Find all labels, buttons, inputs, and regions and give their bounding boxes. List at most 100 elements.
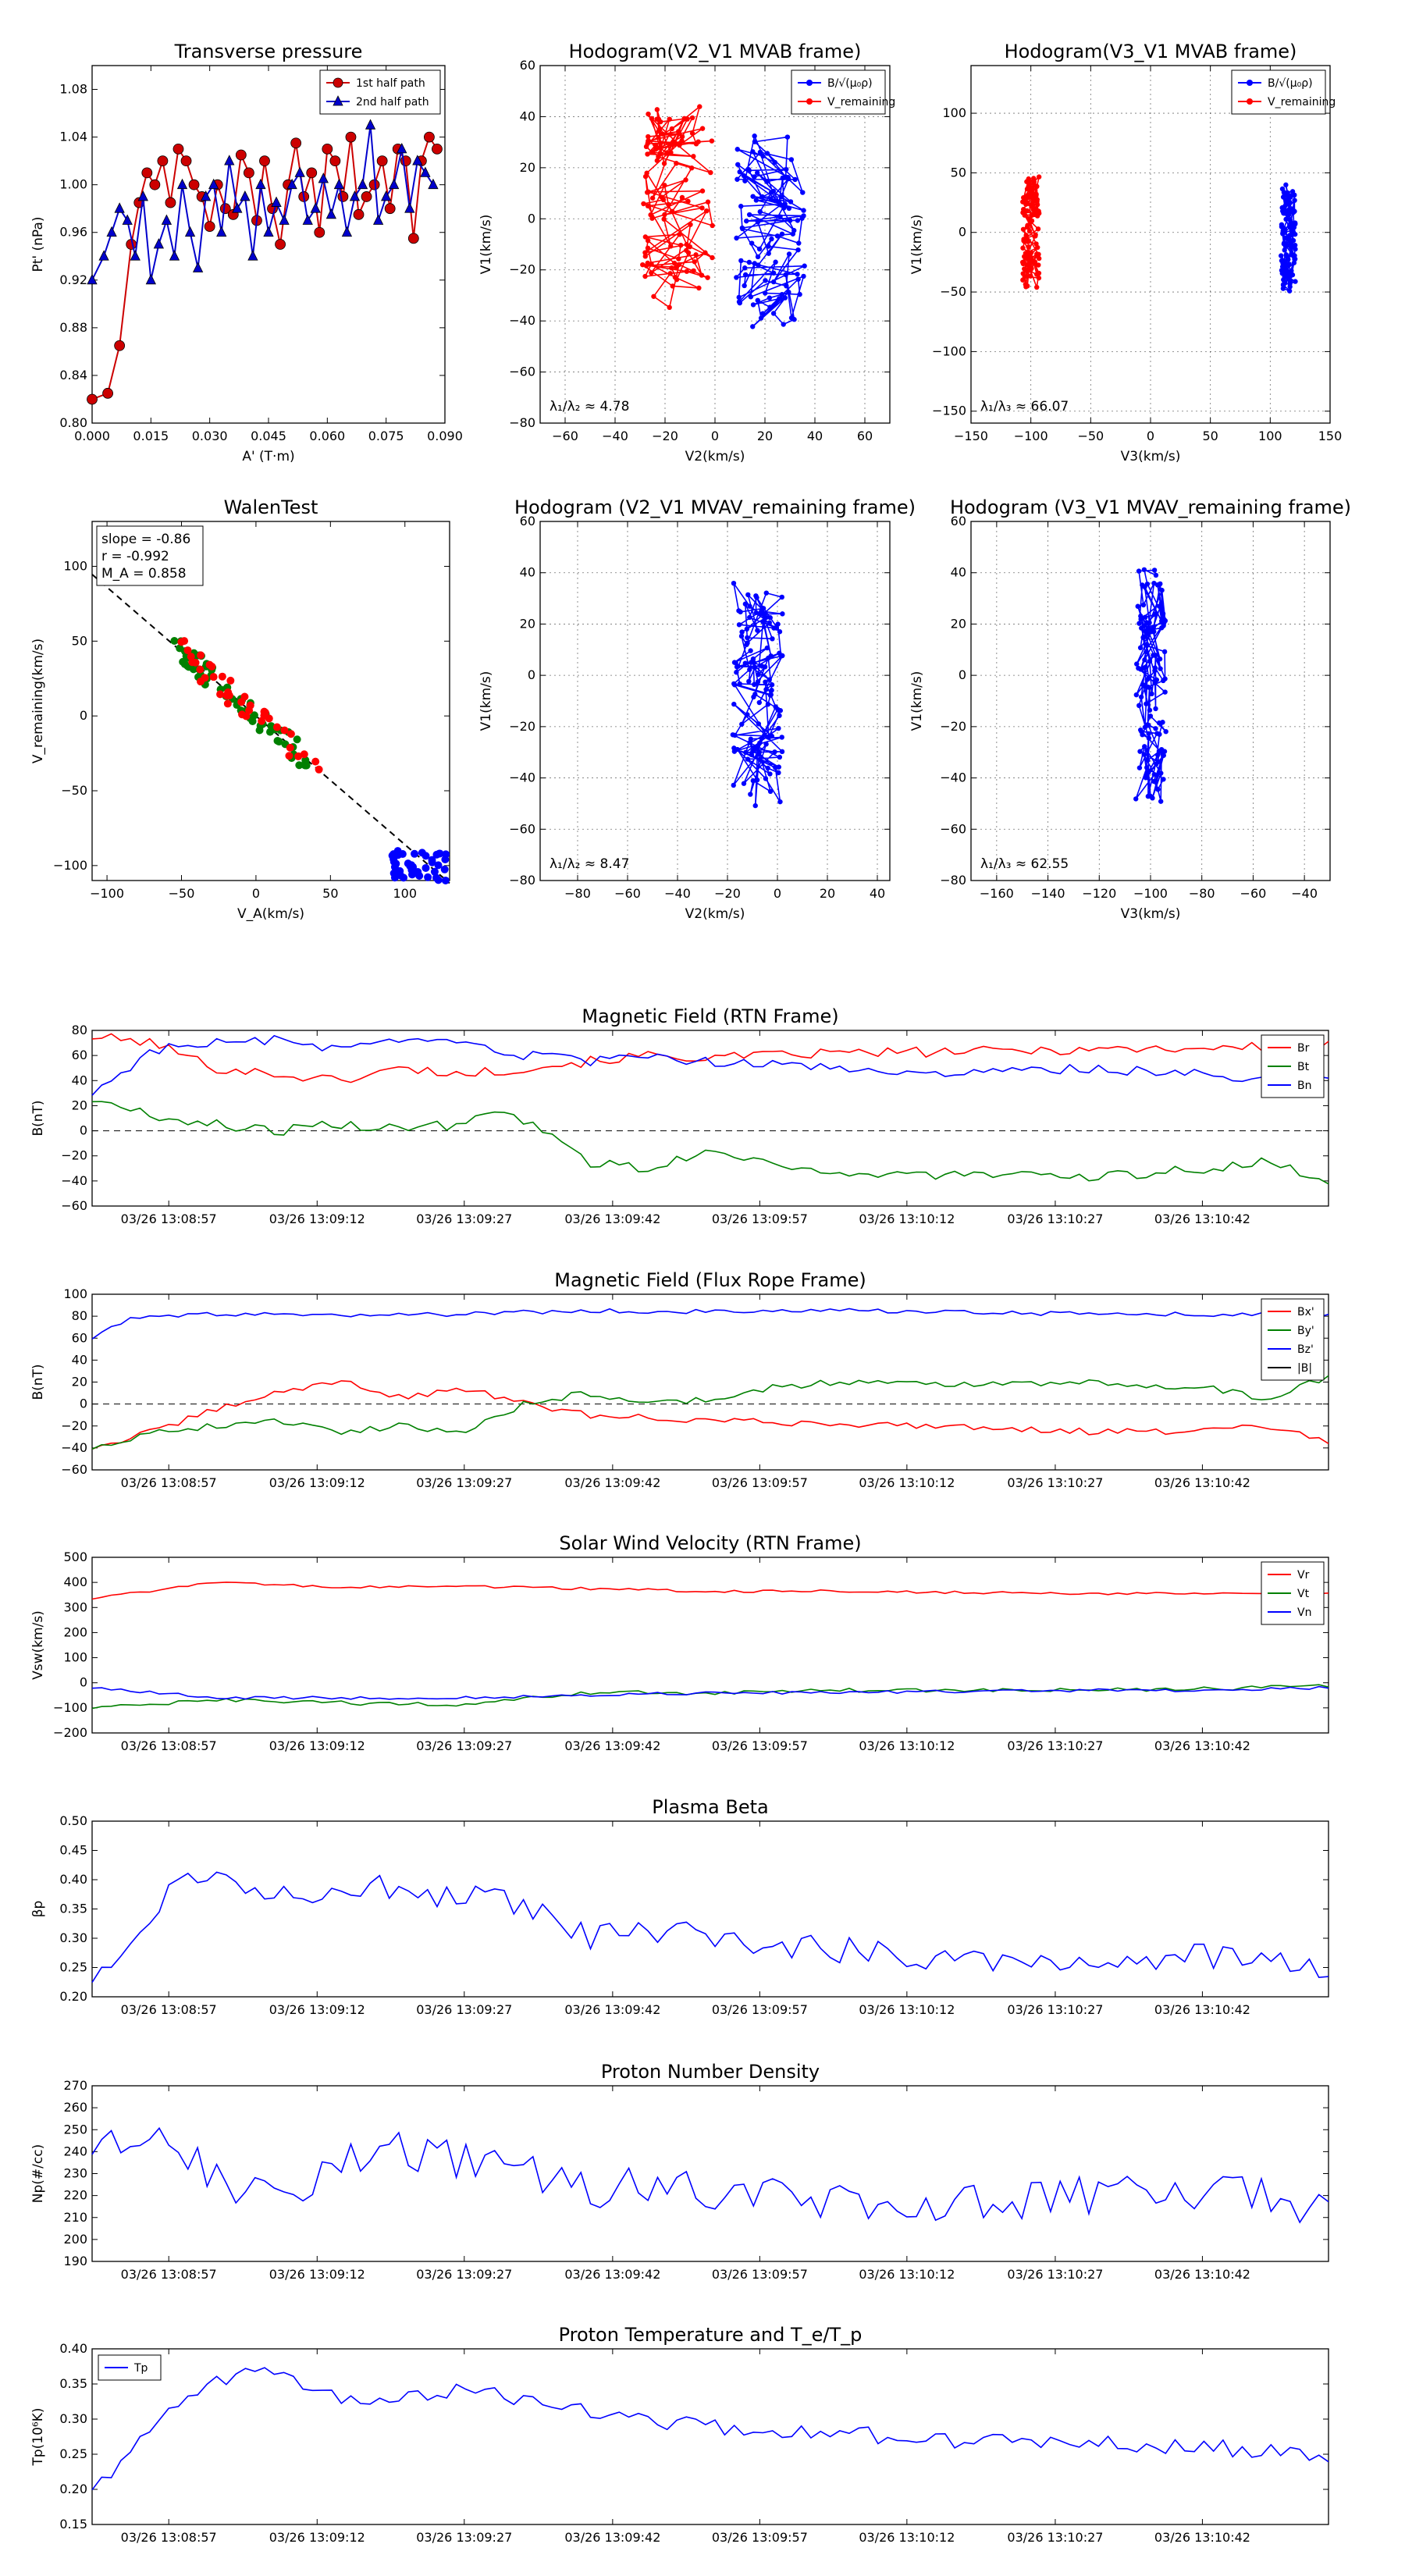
hodogram-point <box>649 195 656 201</box>
hodogram-point <box>776 764 781 770</box>
hodogram-point <box>1144 773 1150 778</box>
x-tick-label: −50 <box>169 886 195 901</box>
hodogram-point <box>800 190 806 195</box>
hodogram-point <box>1287 281 1293 286</box>
hodogram-point <box>1144 757 1151 763</box>
legend-marker <box>1247 80 1253 86</box>
hodogram-point <box>776 199 782 205</box>
chart-title: Transverse pressure <box>174 41 363 62</box>
hodogram-point <box>1292 242 1298 248</box>
hodogram-point <box>1156 603 1162 609</box>
y-tick-label: 60 <box>72 1048 87 1062</box>
hodogram-point <box>1151 580 1157 586</box>
y-tick-label: 0.40 <box>59 1872 87 1887</box>
hodogram-point <box>735 162 741 167</box>
hodogram-point <box>695 139 701 144</box>
hodogram-point <box>699 188 706 194</box>
legend-label: Vt <box>1297 1588 1310 1600</box>
hodogram-point <box>742 660 748 666</box>
chart-title: Hodogram (V2_V1 MVAV_remaining frame) <box>514 496 916 518</box>
hodogram-point <box>1149 691 1154 697</box>
legend-label: Br <box>1297 1042 1310 1055</box>
hodogram-point <box>1162 689 1168 695</box>
y-tick-label: 60 <box>520 514 535 528</box>
x-tick-label: 03/26 13:09:57 <box>712 2267 808 2282</box>
hodogram-point <box>784 166 789 173</box>
hodogram-point <box>678 242 684 248</box>
x-tick-label: 0.000 <box>74 429 110 443</box>
walen-point <box>216 690 225 699</box>
hodogram-point <box>1282 193 1287 198</box>
x-tick-label: 20 <box>757 429 773 443</box>
hodogram-point <box>768 197 774 202</box>
chart-title: WalenTest <box>224 496 318 518</box>
hodogram-point <box>767 788 774 795</box>
hodogram-point <box>1023 233 1029 238</box>
chart-walen-test: WalenTest −100 −50 0 50 100 −100 −50 0 50 100 V_A(k… <box>30 496 450 922</box>
chart-title: Solar Wind Velocity (RTN Frame) <box>559 1532 861 1554</box>
hodogram-point <box>731 681 737 687</box>
hodogram-point <box>779 231 785 237</box>
hodogram-point <box>1281 241 1287 247</box>
hodogram-point <box>710 254 715 261</box>
y-tick-label: 0.80 <box>59 415 87 430</box>
walen-point <box>440 865 449 873</box>
x-tick-label: 03/26 13:09:12 <box>269 1212 365 1226</box>
hodogram-point <box>780 175 785 181</box>
chart-transverse-pressure: Transverse pressure 0.000 0.015 0.030 0.045 0… <box>30 41 463 464</box>
hodogram-point <box>767 771 773 777</box>
chart-title: Magnetic Field (RTN Frame) <box>582 1005 838 1027</box>
x-tick-label: 03/26 13:08:57 <box>121 1475 217 1490</box>
x-tick-label: 03/26 13:10:42 <box>1154 1475 1250 1490</box>
hodogram-point <box>785 176 791 182</box>
hodogram-point <box>767 295 773 301</box>
y-tick-label: −200 <box>53 1725 87 1740</box>
walen-point <box>393 847 402 856</box>
hodogram-point <box>684 269 690 274</box>
hodogram-point <box>1026 244 1031 250</box>
walen-point <box>424 873 432 881</box>
hodogram-point <box>769 682 775 688</box>
hodogram-point <box>691 268 696 274</box>
series-line-bt <box>91 1101 1329 1185</box>
hodogram-point <box>703 208 710 214</box>
hodogram-point <box>1136 765 1143 770</box>
walen-point <box>225 691 233 699</box>
plot-area <box>91 1030 1329 1207</box>
hodogram-point <box>660 131 666 137</box>
hodogram-point <box>1033 198 1039 204</box>
x-tick-label: 50 <box>1202 429 1218 443</box>
data-point <box>200 190 212 201</box>
hodogram-point <box>772 159 777 165</box>
hodogram-point <box>684 247 689 253</box>
walen-point <box>315 765 323 774</box>
data-point <box>361 191 372 202</box>
y-tick-label: 0.50 <box>59 1813 87 1828</box>
hodogram-point <box>649 270 654 276</box>
hodogram-point <box>745 166 752 173</box>
y-tick-label: 20 <box>520 616 535 631</box>
hodogram-point <box>738 633 745 639</box>
walen-point <box>187 653 195 661</box>
hodogram-point <box>1141 567 1147 572</box>
hodogram-point <box>795 276 801 282</box>
data-point <box>271 196 282 207</box>
legend-label: V_remaining <box>827 96 895 109</box>
legend-label: Bt <box>1297 1061 1310 1073</box>
hodogram-point <box>757 209 763 215</box>
plot-area <box>539 521 891 881</box>
data-point <box>318 173 329 183</box>
hodogram-point <box>744 218 749 224</box>
hodogram-point <box>1036 275 1042 281</box>
hodogram-point <box>735 147 740 152</box>
hodogram-point <box>786 205 792 212</box>
y-tick-label: 250 <box>63 2122 87 2137</box>
hodogram-point <box>1281 260 1287 265</box>
y-tick-label: −60 <box>61 1198 87 1213</box>
y-tick-label: 0 <box>80 1123 87 1138</box>
walen-point <box>295 761 304 770</box>
series-line-bn <box>91 1034 1329 1096</box>
hodogram-point <box>741 173 747 179</box>
hodogram-point <box>772 749 777 755</box>
